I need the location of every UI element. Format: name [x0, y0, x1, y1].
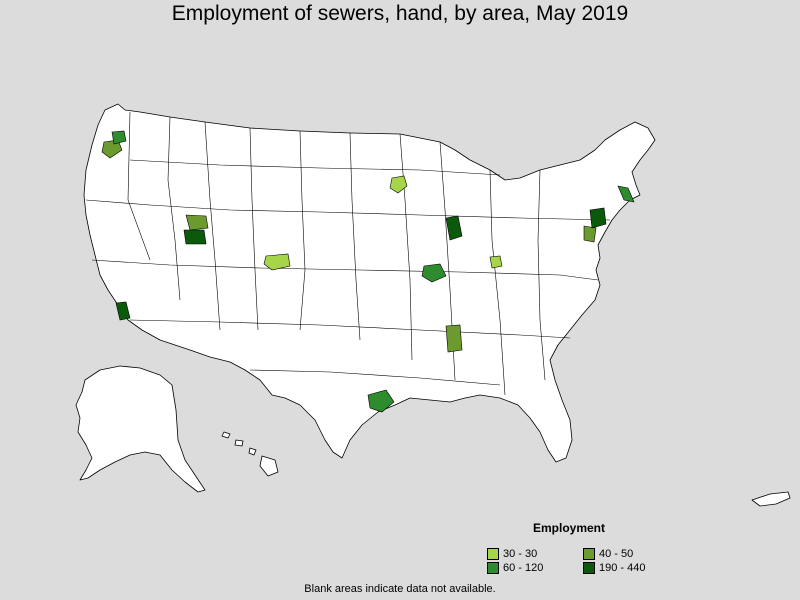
area-30-minneapolis	[389, 175, 408, 194]
hawaii	[248, 447, 257, 456]
area-40-jackson	[445, 324, 463, 353]
map-title: Employment of sewers, hand, by area, May…	[171, 2, 629, 25]
area-190-new-york	[589, 207, 607, 229]
area-40-philadelphia	[583, 225, 597, 243]
area-60-st-louis	[421, 263, 447, 283]
legend-title: Employment	[533, 521, 606, 535]
area-boundaries	[85, 111, 611, 396]
legend-item-40: 40 - 50	[583, 547, 633, 561]
alaska	[75, 365, 206, 493]
area-60-houston	[367, 389, 395, 413]
legend-item-190: 190 - 440	[583, 561, 645, 575]
puerto-rico	[751, 491, 791, 507]
contiguous-us	[83, 103, 656, 463]
area-190-los-angeles	[115, 301, 131, 321]
area-190-salt-lake	[183, 229, 207, 245]
area-60-seattle	[111, 130, 127, 145]
hawaii	[234, 439, 244, 447]
legend-swatch	[487, 548, 499, 560]
hawaii	[259, 455, 279, 477]
legend-label: 30 - 30	[503, 548, 538, 560]
area-30-indianapolis	[489, 255, 503, 269]
legend-swatch	[487, 562, 499, 574]
hawaii	[221, 431, 231, 439]
legend-swatch	[583, 548, 595, 560]
legend-swatch	[583, 562, 595, 574]
legend-item-60: 60 - 120	[487, 561, 543, 575]
area-60-boston	[617, 185, 635, 203]
legend-label: 190 - 440	[599, 562, 646, 574]
area-40-ogden	[185, 214, 209, 231]
legend-label: 40 - 50	[599, 548, 634, 560]
legend-item-30: 30 - 30	[487, 547, 537, 561]
area-190-chicago	[445, 215, 463, 241]
footnote: Blank areas indicate data not available.	[304, 583, 496, 595]
legend-label: 60 - 120	[503, 562, 544, 574]
area-30-denver	[263, 253, 291, 271]
